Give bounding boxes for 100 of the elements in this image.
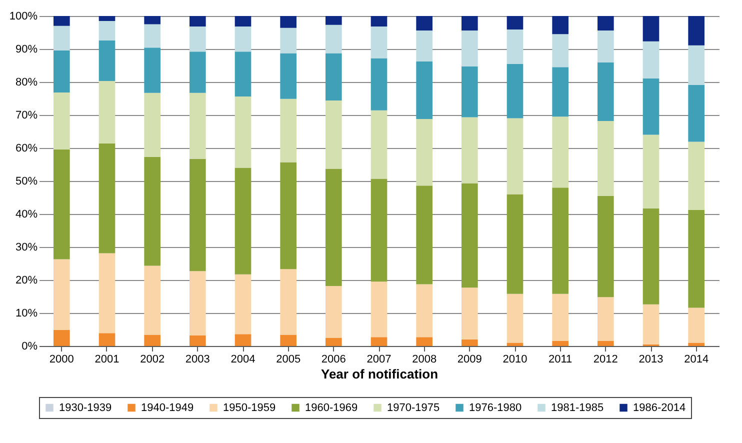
bar — [598, 62, 614, 121]
bar — [688, 16, 704, 46]
x-tick-label: 2013 — [638, 354, 664, 366]
x-tick-label: 2004 — [230, 354, 256, 366]
x-tick-label: 2010 — [502, 354, 528, 366]
y-tick-label: 30% — [15, 242, 38, 254]
x-tick-label: 2003 — [185, 354, 210, 366]
y-tick-label: 60% — [15, 142, 38, 154]
bar — [416, 284, 432, 338]
bar — [552, 116, 568, 188]
bar — [326, 24, 342, 54]
bar — [462, 16, 478, 31]
bar — [54, 259, 70, 330]
bar — [234, 16, 252, 27]
bar — [506, 118, 524, 194]
bar — [370, 178, 388, 282]
bar — [326, 100, 342, 169]
y-tick-label: 70% — [15, 110, 38, 122]
bar — [598, 30, 614, 63]
y-tick-label: 10% — [15, 308, 38, 320]
y-tick-label: 50% — [15, 176, 38, 188]
bar — [688, 45, 704, 85]
bar — [642, 41, 660, 78]
y-tick-label: 80% — [15, 76, 38, 88]
bar — [598, 196, 614, 298]
bar — [552, 16, 568, 34]
y-tick-label: 40% — [15, 208, 38, 220]
bar — [54, 149, 70, 260]
bar — [326, 338, 342, 346]
bar — [326, 286, 342, 338]
bar — [144, 156, 160, 266]
x-tick-label: 2000 — [49, 354, 74, 366]
y-tick-label: 0% — [22, 340, 38, 352]
bar — [326, 16, 342, 25]
bar — [688, 308, 704, 343]
bar — [370, 110, 388, 179]
x-tick-label: 2011 — [548, 354, 572, 366]
bar — [190, 92, 206, 159]
bar — [506, 294, 524, 343]
bar — [462, 66, 478, 118]
legend-label: 1950-1959 — [223, 402, 276, 414]
bar — [280, 28, 296, 54]
bar — [506, 16, 524, 30]
bar — [598, 16, 614, 31]
bar — [416, 186, 432, 284]
bar — [190, 335, 206, 346]
bar — [98, 81, 116, 144]
bar — [598, 297, 614, 342]
bar — [144, 24, 160, 48]
bar — [642, 208, 660, 304]
bar — [190, 271, 206, 336]
bar — [642, 78, 660, 135]
bar — [144, 334, 160, 346]
bar — [280, 98, 296, 162]
y-tick-label: 20% — [15, 274, 38, 286]
legend-label: 1976-1980 — [469, 402, 522, 414]
x-tick-label: 2006 — [321, 354, 346, 366]
bar — [416, 62, 432, 119]
bar — [688, 342, 704, 346]
x-tick-label: 2008 — [412, 354, 437, 366]
bar — [416, 30, 432, 62]
bar — [598, 120, 614, 196]
bar — [144, 266, 160, 335]
bar — [54, 16, 70, 26]
bar — [234, 334, 252, 346]
bar — [144, 92, 160, 157]
bar — [54, 50, 70, 93]
x-tick-label: 2014 — [684, 354, 709, 366]
bar — [280, 162, 296, 270]
x-tick-label: 2005 — [276, 354, 301, 366]
y-tick-label: 90% — [15, 44, 38, 56]
bar — [190, 158, 206, 272]
bar — [98, 16, 116, 21]
bar — [370, 26, 388, 58]
bar — [462, 117, 478, 184]
bar — [506, 30, 524, 64]
bar — [416, 118, 432, 186]
bar — [144, 48, 160, 93]
bar — [234, 168, 252, 274]
bar — [552, 341, 568, 346]
legend-label: 1940-1949 — [141, 402, 194, 414]
bar — [234, 274, 252, 334]
bar — [552, 67, 568, 117]
bar — [370, 16, 388, 27]
bar — [98, 253, 116, 334]
bar — [144, 16, 160, 24]
bar — [462, 288, 478, 340]
bar — [552, 188, 568, 294]
bar — [552, 34, 568, 68]
bar — [598, 341, 614, 346]
bar — [326, 53, 342, 100]
x-axis-title: Year of notification — [320, 366, 438, 382]
bar — [98, 333, 116, 346]
bar — [280, 53, 296, 99]
y-tick-label: 100% — [9, 10, 38, 22]
bar — [462, 183, 478, 288]
x-tick-label: 2002 — [140, 354, 165, 366]
bar — [234, 52, 252, 97]
bar — [688, 142, 704, 210]
legend-label: 1970-1975 — [387, 402, 440, 414]
